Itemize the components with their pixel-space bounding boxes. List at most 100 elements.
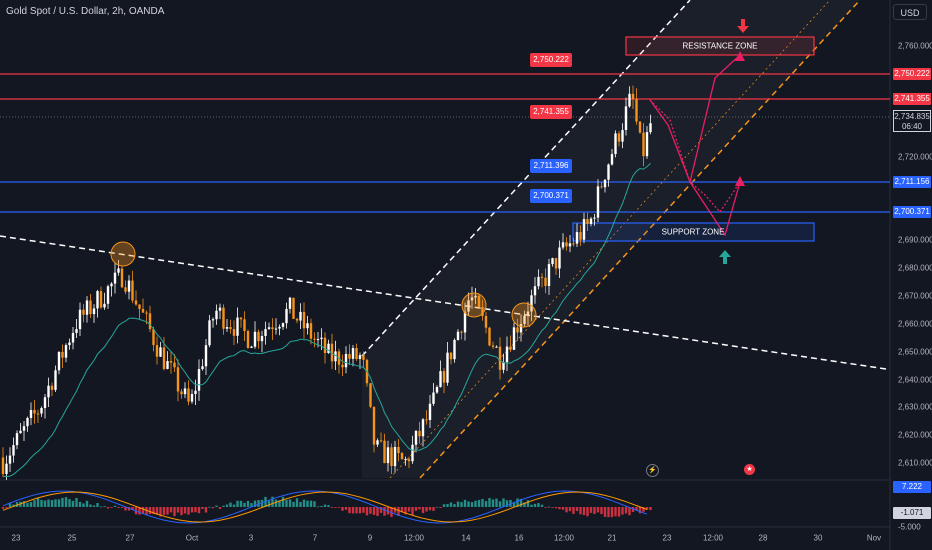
- candle-body: [498, 346, 502, 370]
- indicator-histogram-bar: [449, 502, 453, 507]
- support-1-chart-tag[interactable]: 2,711.396: [530, 159, 572, 173]
- projection-arrowhead: [735, 51, 745, 61]
- indicator-histogram-bar: [75, 498, 78, 507]
- currency-selector[interactable]: USD: [893, 4, 927, 20]
- price-axis-label: 2,640.000: [898, 375, 932, 385]
- indicator-histogram-bar: [547, 506, 551, 508]
- candle-body: [285, 308, 288, 324]
- indicator-histogram-bar: [453, 504, 456, 507]
- indicator-histogram-bar: [600, 507, 603, 515]
- indicator-histogram-bar: [477, 499, 481, 507]
- indicator-histogram-bar: [474, 500, 477, 507]
- candle-body: [78, 309, 82, 330]
- candle-body: [320, 337, 323, 340]
- indicator-histogram-bar: [57, 499, 61, 507]
- us-flag-icon[interactable]: ★: [744, 464, 755, 475]
- indicator-histogram-bar: [103, 506, 106, 507]
- candle-body: [327, 343, 330, 354]
- price-axis-label: 2,630.000: [898, 402, 932, 412]
- channel-lower-line: [419, 0, 861, 479]
- indicator-histogram-bar: [166, 507, 169, 515]
- candle-body: [435, 387, 439, 393]
- candle-body: [15, 433, 19, 446]
- candle-body: [162, 347, 166, 369]
- indicator-histogram-bar: [201, 507, 204, 509]
- candle-body: [449, 352, 453, 360]
- indicator-histogram-bar: [358, 507, 362, 514]
- indicator-histogram-bar: [131, 507, 134, 510]
- candle-body: [596, 186, 600, 218]
- candle-body: [134, 300, 138, 305]
- indicator-histogram-bar: [516, 498, 519, 507]
- candle-body: [1, 457, 5, 475]
- highlight-circle: [110, 241, 136, 267]
- indicator-histogram-bar: [589, 507, 593, 513]
- indicator-histogram-bar: [404, 507, 407, 515]
- indicator-histogram-bar: [533, 503, 537, 507]
- time-axis-label: 12:00: [403, 533, 425, 543]
- indicator-histogram-bar: [512, 502, 516, 507]
- indicator-histogram-bar: [572, 507, 575, 514]
- time-axis-label: 23: [11, 533, 21, 543]
- indicator-histogram-bar: [92, 505, 96, 507]
- indicator-histogram-bar: [26, 502, 29, 507]
- candle-body: [194, 390, 197, 394]
- resistance-1-chart-tag[interactable]: 2,750.222: [530, 53, 572, 67]
- up-arrow-stem: [723, 257, 727, 264]
- indicator-histogram-bar: [400, 507, 404, 513]
- price-axis-label: 2,670.000: [898, 291, 932, 301]
- indicator-histogram-bar: [8, 503, 12, 507]
- indicator-histogram-bar: [29, 502, 33, 507]
- time-axis-label: 27: [125, 533, 135, 543]
- indicator-histogram-bar: [383, 507, 386, 516]
- candle-body: [57, 351, 61, 371]
- support-2-chart-tag[interactable]: 2,700.371: [530, 189, 572, 203]
- candle-body: [467, 300, 470, 312]
- time-axis-label: 12:00: [553, 533, 575, 543]
- indicator-histogram-bar: [232, 504, 236, 507]
- time-axis-label: 7: [312, 533, 318, 543]
- candle-body: [306, 323, 309, 329]
- candle-body: [215, 310, 218, 320]
- indicator-histogram-bar: [12, 504, 15, 507]
- candle-body: [488, 327, 491, 346]
- candle-body: [274, 328, 278, 330]
- indicator-histogram-bar: [610, 507, 614, 518]
- projection-arrowhead: [735, 176, 745, 186]
- indicator-histogram-bar: [124, 507, 127, 511]
- candle-body: [425, 419, 428, 421]
- indicator-histogram-bar: [61, 497, 64, 507]
- candle-body: [460, 331, 463, 333]
- indicator-histogram-bar: [460, 502, 463, 507]
- candle-body: [432, 392, 435, 404]
- indicator-histogram-bar: [313, 501, 316, 507]
- candle-body: [383, 440, 386, 464]
- candle-body: [183, 388, 187, 395]
- lightning-icon[interactable]: ⚡: [646, 464, 659, 477]
- indicator-histogram-bar: [71, 500, 75, 507]
- indicator-histogram-bar: [470, 502, 474, 507]
- price-axis-label: 2,680.000: [898, 263, 932, 273]
- candle-body: [446, 352, 449, 383]
- indicator-histogram-bar: [15, 502, 19, 507]
- indicator-histogram-bar: [376, 507, 379, 516]
- indicator-histogram-bar: [306, 500, 309, 507]
- candle-body: [96, 291, 99, 309]
- indicator-histogram-bar: [120, 507, 124, 508]
- projection-path-c: [689, 181, 741, 237]
- candle-body: [26, 417, 29, 427]
- indicator-histogram-bar: [526, 500, 530, 507]
- indicator-histogram-bar: [628, 507, 631, 516]
- indicator-histogram-bar: [43, 500, 47, 507]
- indicator-histogram-bar: [162, 507, 166, 515]
- indicator-histogram-bar: [463, 499, 467, 507]
- candle-body: [225, 327, 229, 329]
- indicator-histogram-bar: [551, 507, 554, 508]
- candle-body: [278, 326, 281, 329]
- candle-body: [190, 393, 194, 402]
- indicator-histogram-bar: [544, 507, 547, 508]
- indicator-histogram-bar: [334, 507, 337, 508]
- resistance-2-chart-tag[interactable]: 2,741.355: [530, 105, 572, 119]
- candle-body: [281, 323, 285, 327]
